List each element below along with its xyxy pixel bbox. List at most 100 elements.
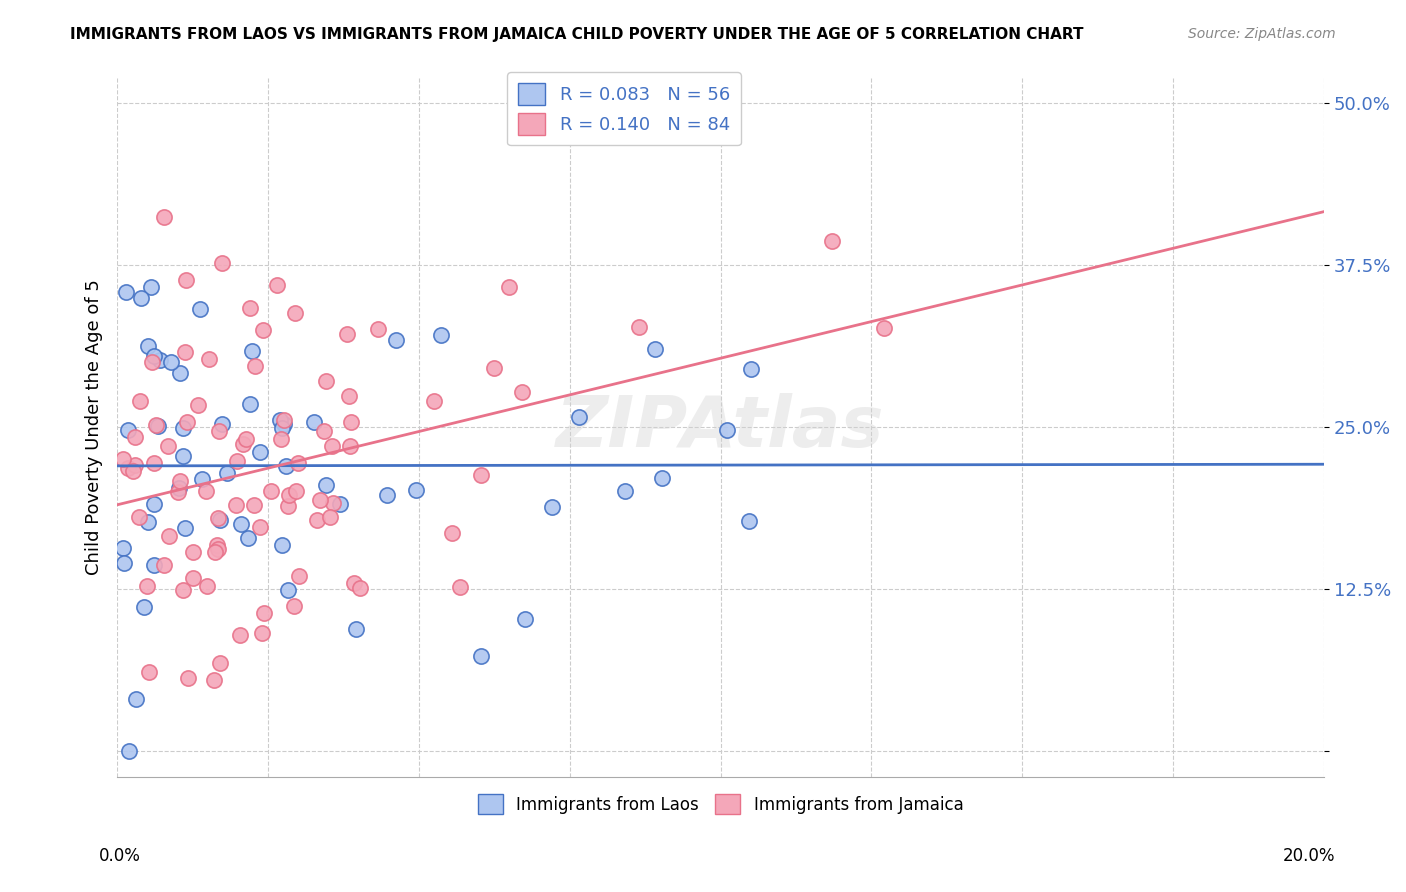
Point [153,210,176,224]
Point [249,520,271,534]
Text: 0.0%: 0.0% [98,847,141,865]
Point [273,417,295,432]
Point [229,516,252,531]
Point [172,449,194,463]
Point [188,302,211,317]
Point [342,576,364,591]
Point [112,556,135,570]
Point [160,354,183,368]
Point [449,580,471,594]
Y-axis label: Child Poverty Under the Age of 5: Child Poverty Under the Age of 5 [86,279,103,575]
Point [229,628,252,642]
Point [302,416,325,430]
Point [117,423,139,437]
Point [651,471,673,485]
Point [139,280,162,294]
Point [252,625,274,640]
Point [271,421,294,435]
Point [271,538,294,552]
Point [134,599,156,614]
Point [315,478,337,492]
Point [195,579,218,593]
Point [240,343,263,358]
Point [129,291,152,305]
Point [156,439,179,453]
Point [136,339,159,353]
Point [266,278,288,293]
Point [349,581,371,595]
Point [174,345,197,359]
Point [484,361,506,376]
Point [225,453,247,467]
Point [114,285,136,299]
Point [124,430,146,444]
Point [202,673,225,688]
Point [277,499,299,513]
Text: IMMIGRANTS FROM LAOS VS IMMIGRANTS FROM JAMAICA CHILD POVERTY UNDER THE AGE OF 5: IMMIGRANTS FROM LAOS VS IMMIGRANTS FROM … [70,27,1084,42]
Point [142,497,165,511]
Point [142,456,165,470]
Point [337,389,360,403]
Point [149,353,172,368]
Point [176,415,198,429]
Point [122,464,145,478]
Point [142,558,165,573]
Point [128,509,150,524]
Point [217,466,239,480]
Point [187,398,209,412]
Point [405,483,427,497]
Point [283,599,305,613]
Point [239,397,262,411]
Point [239,301,262,316]
Point [440,526,463,541]
Point [260,483,283,498]
Point [344,623,367,637]
Point [208,425,231,439]
Point [314,424,336,438]
Point [339,415,361,429]
Point [336,326,359,341]
Point [276,458,298,473]
Point [273,412,295,426]
Point [198,352,221,367]
Point [145,417,167,432]
Point [172,421,194,435]
Point [136,515,159,529]
Point [235,432,257,446]
Point [470,649,492,664]
Point [540,500,562,514]
Point [157,529,180,543]
Point [125,691,148,706]
Point [191,472,214,486]
Point [167,484,190,499]
Point [288,569,311,583]
Text: 20.0%: 20.0% [1284,847,1336,865]
Point [644,342,666,356]
Point [177,672,200,686]
Point [209,657,232,671]
Point [169,475,191,489]
Point [309,492,332,507]
Point [243,498,266,512]
Point [129,393,152,408]
Point [236,531,259,545]
Point [319,509,342,524]
Point [322,496,344,510]
Point [253,606,276,620]
Point [207,511,229,525]
Point [146,419,169,434]
Point [740,361,762,376]
Point [498,280,520,294]
Point [141,355,163,369]
Point [169,366,191,380]
Point [232,437,254,451]
Point [270,433,292,447]
Point [873,321,896,335]
Point [321,439,343,453]
Point [249,445,271,459]
Point [143,349,166,363]
Point [169,482,191,496]
Point [208,513,231,527]
Point [211,256,233,270]
Point [252,323,274,337]
